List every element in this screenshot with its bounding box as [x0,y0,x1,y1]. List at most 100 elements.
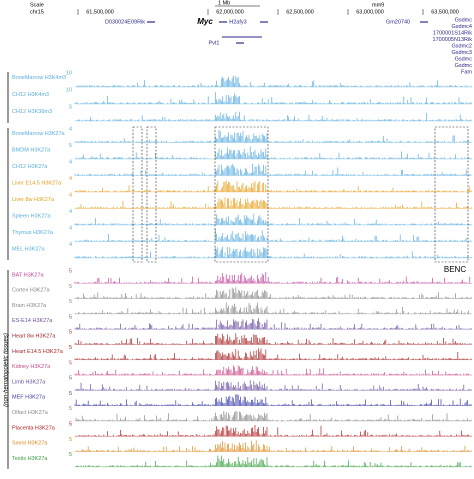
side-label: (non-hematopoietic tissues) [4,333,10,407]
signal-track [74,272,472,284]
enhancer-box [132,126,143,263]
gene-label: H2afy3 [229,19,246,25]
signal-track [74,455,472,467]
track-max: 5 [69,437,72,443]
chrom-label: chr15 [30,9,44,15]
signal-track [74,365,472,376]
track-label: BAT H3K27a [12,272,45,278]
track-label: BoneMarrow H3K4m3 [12,75,66,81]
signal-track [74,318,472,330]
signal-track [74,163,472,176]
track-max: 5 [69,330,72,336]
coordinate: 62,500,000 [286,9,314,15]
track-label: MEL H3K27a [12,246,45,252]
track-label: Smint H3K27a [12,441,48,447]
track-max: 5 [69,391,72,397]
track-label: Kidney H3K27a [12,364,51,370]
signal-track [74,380,472,391]
signal-track [75,75,472,87]
coordinate: 63,000,000 [356,9,384,15]
assembly: mm9 [372,2,384,8]
track-max: 5 [69,314,72,320]
track-max: 10 [66,87,72,93]
gene-label: Fam [461,69,472,75]
scale-size: 1 Mb [218,0,230,6]
gene-label: 1700001S14Rik [433,30,472,36]
track-max: 5 [69,299,72,305]
signal-track [74,394,472,406]
track-max: 10 [66,70,72,76]
signal-track [75,111,472,121]
track-max: 5 [69,143,72,149]
track-label: Olfact H3K27a [12,410,49,416]
track-max: 4 [69,126,72,132]
signal-track [74,287,472,299]
track-max: 5 [69,345,72,351]
track-max: 4 [69,159,72,165]
signal-track [74,213,472,225]
scale-label: Scale [30,2,44,8]
gene-label: Gsdmc [455,63,473,69]
coordinate: 62,000,000 [216,9,244,15]
track-label: Testis H3K27a [12,456,48,462]
track-max: 5 [69,360,72,366]
gene-label: Gsdmc4 [452,24,472,30]
track-max: 5 [69,284,72,290]
track-label: Heart E14.5 H3K27a [12,349,64,355]
track-label: ES-E14 H3K27a [12,318,53,324]
signal-track [74,197,472,209]
track-label: Brain H3K27a [12,303,47,309]
track-max: 4 [69,209,72,215]
track-label: Placenta H3K27a [12,425,56,431]
track-label: Spleen H3K27a [12,213,51,219]
enhancer-box [146,126,157,263]
signal-track [74,411,472,421]
signal-track [74,302,472,314]
track-max: 5 [69,406,72,412]
signal-track [74,348,472,360]
gene-label: Pvt1 [208,40,219,46]
gene-label: 1700005N13Rik [433,37,473,43]
track-max: 5 [69,268,72,274]
coordinate: 61,500,000 [86,9,114,15]
track-label: Thymus H3K27a [12,230,54,236]
track-max: 4 [69,176,72,182]
track-max: 5 [69,104,72,110]
track-label: Liver E14.5 H3K27a [12,180,62,186]
track-label: Limb H3K27a [12,379,46,385]
signal-track [74,180,472,192]
gene-label: D030024E09Rik [105,19,145,25]
track-max: 4 [69,225,72,231]
enhancer-box [214,126,269,263]
gene-label: Gm20740 [386,19,410,25]
track-max: 5 [69,452,72,458]
track-label: Cortex H3K27a [12,288,51,294]
coordinate: 63,500,000 [431,9,459,15]
track-max: 4 [69,192,72,198]
gene-label: Gsdmc3 [452,50,472,56]
enhancer-box [434,126,469,263]
track-max: 4 [69,242,72,248]
gene-label: Gsdmc [455,56,473,62]
gene-label: Gsdmc2 [452,43,472,49]
track-label: CH12 H3K4m3 [12,92,49,98]
track-label: CH12 H3K36m3 [12,109,52,115]
track-max: 5 [69,421,72,427]
signal-track [74,440,472,452]
track-max: 5 [69,376,72,382]
signal-track [74,425,472,437]
gene-label: Myc [197,17,213,26]
gene-label: Gsdmc [455,17,473,23]
signal-track [74,229,472,242]
signal-track [74,146,472,159]
signal-track [74,130,472,143]
track-label: Heart 8w H3K27a [12,334,56,340]
signal-track [74,333,472,345]
track-label: Liver 8w H3K27a [12,197,55,203]
signal-track [74,246,472,258]
track-label: MEF H3K27a [12,395,46,401]
track-label: CH12 H3K27a [12,164,48,170]
track-label: BMDM H3K27a [12,147,51,153]
track-label: BoneMarrow H3K27a [12,131,66,137]
